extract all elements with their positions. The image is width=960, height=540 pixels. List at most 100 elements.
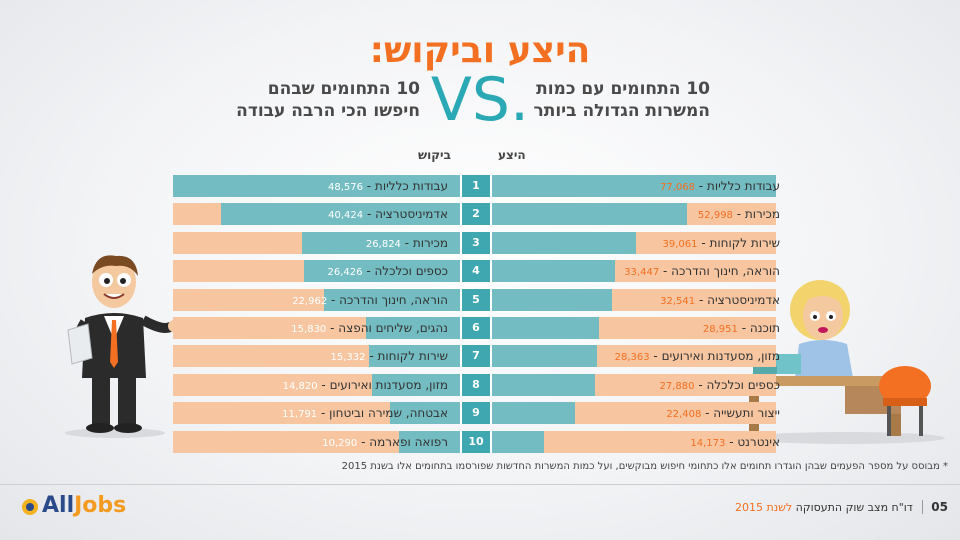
demand-bar <box>301 231 460 254</box>
demand-bar <box>366 317 460 339</box>
supply-value: 27,880 <box>659 380 695 392</box>
demand-category: נהגים, שליחים והפצה - <box>326 321 448 335</box>
logo-jobs: Jobs <box>74 493 127 518</box>
supply-category: כספים וכלכלה - <box>694 377 780 392</box>
demand-label: מזון, מסעדנות ואירועים - 14,820 <box>128 374 448 396</box>
demand-label: שירות לקוחות - 15,332 <box>128 345 449 367</box>
demand-category: אדמיניסטרציה - <box>363 207 448 222</box>
subtitle-demand-line-2: חיפשו הכי הרבה עבודה <box>236 101 420 121</box>
demand-track <box>173 402 460 425</box>
supply-label: מזון, מסעדנות ואירועים - 28,363 <box>500 345 780 367</box>
supply-category: עבודות כלליות - <box>694 179 780 193</box>
subtitle-demand-line-1: 10 התחומים שבהם <box>267 79 420 99</box>
rank-cell: 7 <box>460 345 492 368</box>
alljobs-logo: AllJobs <box>42 493 126 518</box>
supply-category: מזון, מסעדנות ואירועים - <box>649 349 780 364</box>
demand-value: 15,830 <box>291 324 327 335</box>
demand-value: 14,820 <box>282 380 318 392</box>
demand-bar <box>221 203 460 226</box>
demand-bar <box>372 373 460 396</box>
demand-label: כספים וכלכלה - 26,426 <box>128 260 449 282</box>
page-number: 05 <box>922 500 948 514</box>
demand-value: 26,824 <box>365 238 401 250</box>
demand-category: מכירות - <box>400 235 448 250</box>
subtitle-supply: 10 התחומים עם כמות המשרות הגדולה ביותר <box>520 78 710 122</box>
supply-bar <box>492 345 597 368</box>
subtitle-supply-line-2: המשרות הגדולה ביותר <box>533 101 710 121</box>
demand-bar <box>324 288 460 311</box>
supply-bar <box>492 317 599 339</box>
supply-label: מכירות - 52,998 <box>500 203 780 225</box>
supply-value: 22,408 <box>666 409 702 421</box>
supply-value: 33,447 <box>624 267 660 279</box>
supply-label: שירות לקוחות - 39,061 <box>500 232 781 254</box>
demand-bar <box>369 345 460 368</box>
supply-label: אינטרנט - 14,173 <box>500 431 780 453</box>
supply-label: אדמיניסטרציה - 32,541 <box>500 289 780 311</box>
supply-value: 39,061 <box>662 238 698 250</box>
demand-category: מזון, מסעדנות ואירועים - <box>317 377 448 392</box>
supply-label: ייצור ותעשייה - 22,408 <box>500 402 780 424</box>
supply-label: עבודות כלליות - 77,068 <box>500 175 780 197</box>
businessman-illustration <box>65 255 180 438</box>
rank-cell: 4 <box>460 260 492 283</box>
supply-category: ייצור ותעשייה - <box>701 406 780 421</box>
supply-label: הוראה, חינוך והדרכה - 33,447 <box>500 260 780 282</box>
supply-track <box>492 430 776 453</box>
supply-category: מכירות - <box>732 207 780 222</box>
demand-value: 11,791 <box>282 409 318 421</box>
demand-category: הוראה, חינוך והדרכה - <box>327 292 448 307</box>
demand-bar <box>173 175 460 197</box>
supply-bar <box>492 231 636 254</box>
demand-label: אדמיניסטרציה - 40,424 <box>128 203 448 225</box>
supply-category: תוכנה - <box>737 321 780 335</box>
footer-report-title: דו"ח מצב שוק התעסוקה <box>792 501 913 514</box>
supply-bar <box>492 260 616 283</box>
supply-value: 28,363 <box>614 352 650 364</box>
supply-label: כספים וכלכלה - 27,880 <box>500 374 781 396</box>
rank-cell: 10 <box>460 430 492 453</box>
demand-category: שירות לקוחות - <box>365 349 448 364</box>
rank-cell: 6 <box>460 317 492 339</box>
supply-category: אינטרנט - <box>725 434 780 449</box>
demand-label: הוראה, חינוך והדרכה - 22,962 <box>128 289 448 311</box>
vs-text: VS. <box>430 65 530 135</box>
demand-value: 40,424 <box>328 210 364 222</box>
rank-cell: 8 <box>460 373 492 396</box>
demand-category: רפואה ופארמה - <box>357 434 448 449</box>
footer-year: לשנת 2015 <box>734 501 793 514</box>
demand-label: מכירות - 26,824 <box>128 232 448 254</box>
demand-value: 48,576 <box>327 182 363 193</box>
rank-cell: 9 <box>460 402 492 425</box>
logo-all: All <box>42 493 75 518</box>
demand-label: נהגים, שליחים והפצה - 15,830 <box>128 317 448 339</box>
footnote: * מבוסס על מספר הפעמים שבהן הוגדרו תחומי… <box>341 461 948 472</box>
demand-value: 22,962 <box>292 295 328 307</box>
supply-value: 28,951 <box>702 324 738 335</box>
footer-divider <box>0 484 960 485</box>
rank-cell: 2 <box>460 203 492 226</box>
demand-value: 26,426 <box>327 267 363 279</box>
subtitle-supply-line-1: 10 התחומים עם כמות <box>536 79 710 99</box>
rank-cell: 3 <box>460 231 492 254</box>
demand-category: אבטחה, שמירה וביטחון - <box>317 406 448 421</box>
supply-label: תוכנה - 28,951 <box>500 317 780 339</box>
demand-bar <box>303 260 460 283</box>
supply-bar <box>492 288 612 311</box>
supply-bar <box>492 430 545 453</box>
supply-bar <box>492 175 776 197</box>
demand-track <box>173 430 460 453</box>
woman-at-desk-illustration <box>743 280 945 444</box>
demand-category: עבודות כלליות - <box>362 179 448 193</box>
demand-category: כספים וכלכלה - <box>362 264 448 279</box>
demand-label: עבודות כלליות - 48,576 <box>128 175 448 197</box>
supply-value: 52,998 <box>697 210 733 222</box>
supply-value: 77,068 <box>659 182 695 193</box>
supply-category: אדמיניסטרציה - <box>695 292 780 307</box>
supply-category: שירות לקוחות - <box>697 235 780 250</box>
rank-cell: 1 <box>460 175 492 197</box>
demand-bar <box>390 402 460 425</box>
demand-bar <box>399 430 460 453</box>
demand-value: 10,290 <box>322 437 358 449</box>
